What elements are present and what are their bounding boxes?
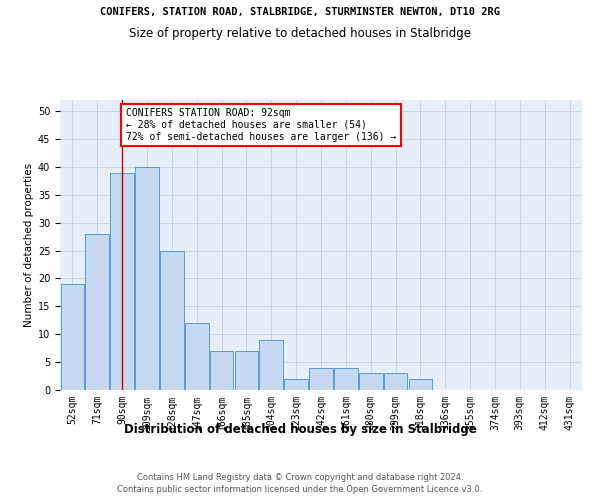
Text: Contains HM Land Registry data © Crown copyright and database right 2024.: Contains HM Land Registry data © Crown c… xyxy=(137,472,463,482)
Bar xyxy=(210,351,233,390)
Bar xyxy=(409,379,432,390)
Bar xyxy=(185,323,209,390)
Bar xyxy=(309,368,333,390)
Bar xyxy=(284,379,308,390)
Bar xyxy=(259,340,283,390)
Text: CONIFERS, STATION ROAD, STALBRIDGE, STURMINSTER NEWTON, DT10 2RG: CONIFERS, STATION ROAD, STALBRIDGE, STUR… xyxy=(100,8,500,18)
Bar xyxy=(235,351,258,390)
Y-axis label: Number of detached properties: Number of detached properties xyxy=(23,163,34,327)
Bar xyxy=(160,250,184,390)
Bar xyxy=(334,368,358,390)
Bar xyxy=(85,234,109,390)
Bar xyxy=(61,284,84,390)
Text: Distribution of detached houses by size in Stalbridge: Distribution of detached houses by size … xyxy=(124,422,476,436)
Bar xyxy=(384,374,407,390)
Bar xyxy=(110,172,134,390)
Bar xyxy=(135,167,159,390)
Text: CONIFERS STATION ROAD: 92sqm
← 28% of detached houses are smaller (54)
72% of se: CONIFERS STATION ROAD: 92sqm ← 28% of de… xyxy=(126,108,396,142)
Bar xyxy=(359,374,383,390)
Text: Contains public sector information licensed under the Open Government Licence v3: Contains public sector information licen… xyxy=(118,485,482,494)
Text: Size of property relative to detached houses in Stalbridge: Size of property relative to detached ho… xyxy=(129,28,471,40)
